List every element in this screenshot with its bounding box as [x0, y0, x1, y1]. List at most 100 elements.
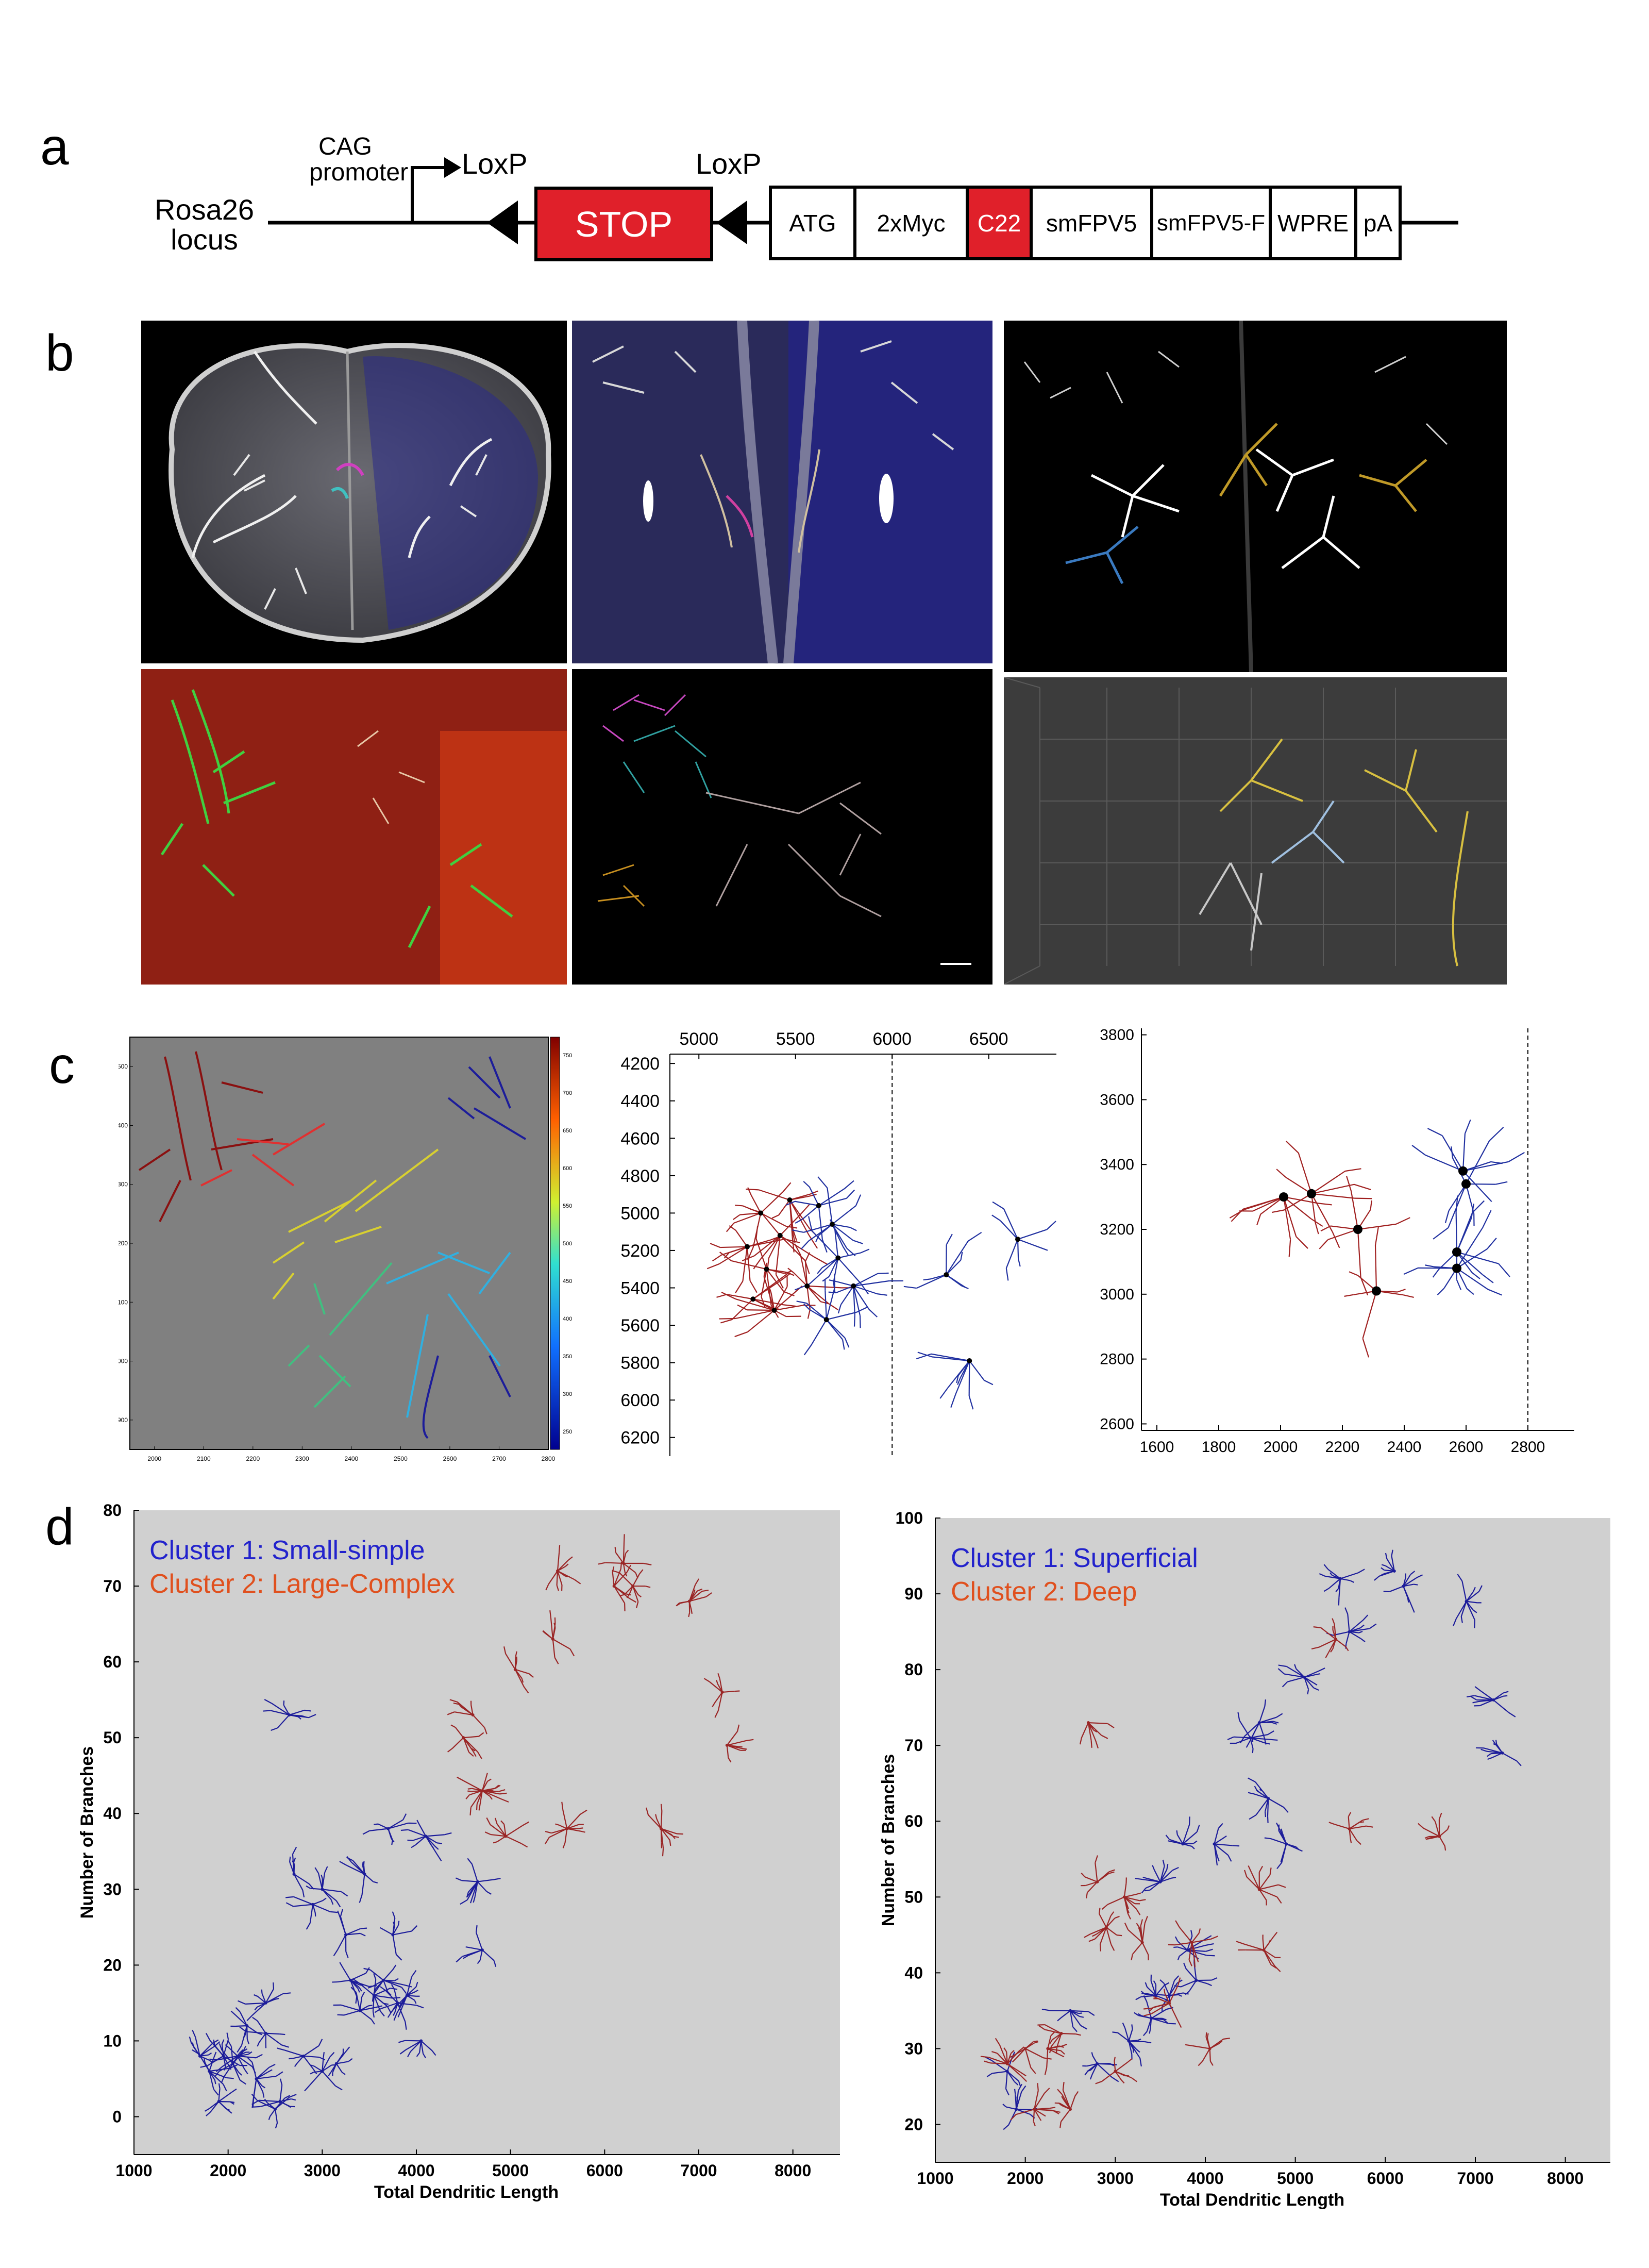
- d2-neuron-marker: [1143, 1977, 1182, 2028]
- d2-data-point: [1005, 2070, 1009, 2073]
- d2-y-tick-label: 20: [904, 2115, 923, 2133]
- d1-neuron-marker: [703, 1673, 740, 1718]
- d2-neuron-marker: [985, 2052, 1021, 2096]
- d1-data-point: [462, 1736, 465, 1740]
- d1-neuron-marker: [542, 1610, 575, 1664]
- chart-d2: 1000 2000 3000 4000 5000 6000 7000 8000 20 30 40 50…: [879, 1509, 1610, 2210]
- c2-neuron-trace: [706, 1225, 800, 1293]
- chart-c1: 2000 2100 2200 2300 2400 2500 2600 2700 2800 290…: [119, 1037, 572, 1462]
- d2-y-tick-label: 50: [904, 1888, 923, 1906]
- pa-box: pA: [1354, 186, 1402, 260]
- c2-neuron-trace: [916, 1352, 994, 1410]
- panel-label-c: c: [49, 1037, 75, 1094]
- d2-neuron-marker: [1041, 2008, 1095, 2032]
- d1-data-point: [264, 2031, 267, 2035]
- c1-trace-green: [288, 1262, 393, 1408]
- d1-neuron-marker: [214, 2040, 248, 2085]
- c2-soma-point: [967, 1358, 972, 1363]
- d2-data-point: [1438, 1835, 1441, 1838]
- c3-x-tick-label: 2400: [1387, 1439, 1422, 1456]
- d1-neuron-marker: [277, 2039, 326, 2075]
- d2-data-point: [1104, 1926, 1108, 1929]
- d1-neuron-marker: [192, 2049, 238, 2096]
- d1-neuron-marker: [612, 1561, 636, 1611]
- loxp-triangle-2: [716, 201, 747, 244]
- c3-soma-point: [1458, 1166, 1468, 1176]
- chart-d1: 1000 2000 3000 4000 5000 6000 7000 8000 0 10 20 30 4…: [77, 1501, 840, 2202]
- d1-x-tick-label: 6000: [586, 2161, 623, 2180]
- d2-data-point: [1303, 1675, 1306, 1679]
- panel-label-b: b: [45, 324, 74, 382]
- d2-data-point: [1186, 1948, 1189, 1952]
- d2-neuron-marker: [1475, 1740, 1522, 1766]
- d2-neuron-marker: [1277, 1664, 1325, 1695]
- c3-traces: [1229, 1119, 1525, 1358]
- d1-neuron-marker: [598, 1534, 652, 1579]
- c2-soma-point: [830, 1222, 835, 1227]
- d1-neuron-marker: [390, 1970, 420, 2021]
- c3-soma-point: [1461, 1179, 1471, 1189]
- render-3d-svg: [1004, 677, 1507, 985]
- c3-soma-point: [1307, 1189, 1316, 1198]
- d2-y-tick-label: 60: [904, 1812, 923, 1830]
- c2-neuron-trace: [787, 1243, 855, 1319]
- d2-x-axis-label: Total Dendritic Length: [1160, 2190, 1344, 2210]
- d2-y-tick-label: 90: [904, 1585, 923, 1603]
- d1-neuron-marker: [362, 1813, 417, 1845]
- locus-label-line2: locus: [171, 223, 238, 256]
- atg-box: ATG: [769, 186, 856, 260]
- d2-data-point: [1348, 1827, 1351, 1830]
- c1-x-tick-label: 2400: [345, 1455, 359, 1462]
- d1-data-point: [556, 1569, 559, 1573]
- d2-x-tick-label: 8000: [1547, 2169, 1584, 2188]
- c1-colorbar: [550, 1037, 560, 1450]
- d2-neuron-marker: [1311, 1618, 1349, 1658]
- d1-y-tick-label: 80: [103, 1501, 122, 1520]
- red-green-tissue-svg: [141, 669, 567, 985]
- d2-neuron-marker: [1054, 2082, 1079, 2128]
- c3-soma-point: [1353, 1225, 1362, 1234]
- d2-data-point: [1150, 2016, 1153, 2020]
- traced-neurons-svg: [597, 694, 971, 965]
- c2-y-tick-label: 4400: [620, 1092, 660, 1111]
- c3-soma-point: [1279, 1192, 1288, 1202]
- c2-neuron-trace: [785, 1180, 855, 1253]
- c2-points: [745, 1197, 1020, 1363]
- d2-neuron-marker: [1328, 1812, 1373, 1845]
- c1-colorbar-tick-label: 650: [563, 1128, 572, 1134]
- d2-neuron-marker: [1319, 1564, 1365, 1606]
- c3-y-tick-label: 3400: [1100, 1156, 1134, 1173]
- d1-neuron-marker: [306, 1866, 348, 1908]
- d2-neuron-marker: [1084, 1908, 1122, 1952]
- d2-data-point: [1140, 1941, 1144, 1944]
- d1-data-point: [245, 2024, 249, 2027]
- d2-neuron-marker: [1168, 1920, 1218, 1967]
- c1-plot-area: [130, 1037, 548, 1449]
- d1-data-point: [344, 1933, 347, 1937]
- c2-soma-point: [777, 1232, 783, 1238]
- d1-data-point: [255, 2077, 258, 2080]
- d2-neuron-marker: [1095, 2057, 1137, 2084]
- d2-data-point: [1262, 1948, 1266, 1952]
- c1-colorbar-tick-label: 700: [563, 1090, 572, 1096]
- d2-data-point: [1465, 1599, 1468, 1603]
- c1-colorbar-tick-label: 600: [563, 1165, 572, 1172]
- d1-data-point: [565, 1827, 569, 1830]
- d2-neuron-marker: [1453, 1574, 1483, 1628]
- c2-y-tick-label: 5800: [620, 1354, 660, 1373]
- d1-data-point: [659, 1827, 663, 1830]
- d2-y-tick-label: 80: [904, 1660, 923, 1679]
- c1-colorbar-tick-label: 300: [563, 1391, 572, 1397]
- d1-data-point: [720, 1690, 724, 1694]
- d1-neuron-marker: [645, 1804, 683, 1857]
- smfpv5-box: smFPV5: [1030, 186, 1153, 260]
- d1-data-point: [363, 1872, 366, 1876]
- c1-trace-cyan: [386, 1252, 511, 1418]
- c1-x-tick-label: 2200: [246, 1455, 260, 1462]
- c1-y-ticks: 2900 3000 3100 3200 3300 3400 3500: [119, 1063, 133, 1424]
- c2-neuron-trace: [828, 1272, 903, 1328]
- c3-soma-point: [1372, 1286, 1381, 1296]
- d2-plot: 1000 2000 3000 4000 5000 6000 7000 8000 20 30 40 50…: [879, 1509, 1610, 2210]
- c3-x-tick-label: 2600: [1449, 1439, 1484, 1456]
- c2-y-tick-label: 6000: [620, 1391, 660, 1410]
